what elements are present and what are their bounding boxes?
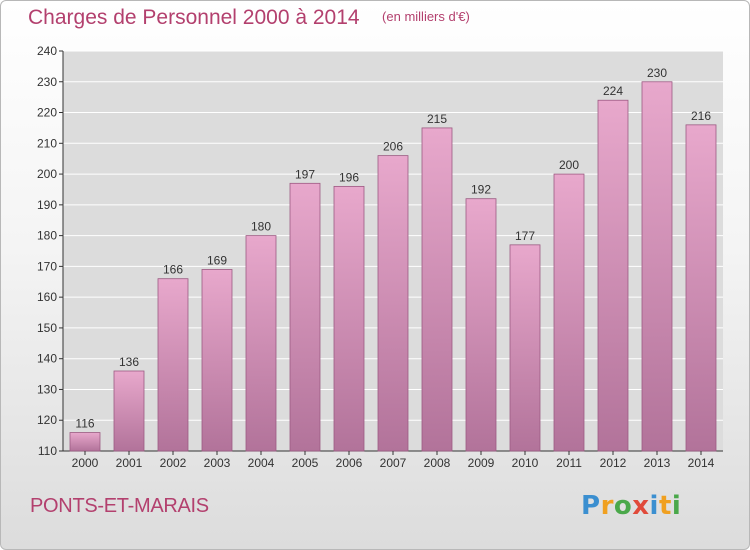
bar-value-label: 216 [691,109,711,123]
bar-value-label: 230 [647,66,667,80]
chart-title: Charges de Personnel 2000 à 2014 [28,6,360,29]
y-tick-label: 210 [37,136,57,150]
bar [201,269,233,452]
bar [641,81,673,452]
logo-letter: o [613,491,633,521]
bar [289,182,321,452]
x-tick-label: 2014 [688,456,715,470]
x-tick-label: 2011 [556,456,582,470]
x-tick-label: 2008 [424,456,451,470]
bar [465,198,497,452]
x-tick-label: 2000 [72,456,99,470]
y-tick-label: 170 [37,259,57,273]
y-tick-label: 190 [37,198,57,212]
logo-letter: i [649,491,659,521]
bar [377,155,409,452]
bar-value-label: 166 [163,263,183,277]
bar-value-label: 192 [471,183,491,197]
x-tick-label: 2002 [160,456,187,470]
bar-value-label: 136 [119,355,139,369]
bar-value-label: 206 [383,140,403,154]
x-tick-label: 2003 [204,456,231,470]
chart-subtitle: (en milliers d'€) [382,9,470,24]
chart-title-row: Charges de Personnel 2000 à 2014 (en mil… [28,6,470,30]
bar-value-label: 200 [559,158,579,172]
bar [421,127,453,452]
bar-value-label: 196 [339,170,359,184]
x-tick-label: 2013 [644,456,671,470]
bar [113,370,145,452]
y-tick-label: 130 [37,382,57,396]
y-tick-label: 180 [37,229,57,243]
bar [69,432,101,452]
bar-value-label: 177 [515,229,535,243]
logo-letter: t [658,491,672,521]
x-tick-label: 2001 [116,456,143,470]
logo-letter: x [632,491,650,521]
bar [597,99,629,452]
x-tick-label: 2010 [512,456,539,470]
bar-value-label: 169 [207,253,227,267]
commune-name: PONTS-ET-MARAIS [30,495,209,517]
y-tick-label: 110 [38,444,57,458]
bar-value-label: 180 [251,220,271,234]
x-tick-label: 2006 [336,456,363,470]
bar-value-label: 116 [75,417,94,431]
x-tick-label: 2005 [292,456,319,470]
y-tick-label: 160 [37,290,57,304]
bar [157,278,189,452]
x-tick-label: 2012 [600,456,627,470]
y-tick-label: 220 [37,106,57,120]
logo-letter: P [581,491,601,521]
x-tick-label: 2009 [468,456,495,470]
x-tick-label: 2007 [380,456,407,470]
logo-letter: i [671,491,682,521]
bar [553,173,585,452]
proxiti-logo: Proxiti [581,491,681,521]
bar [333,185,365,452]
x-tick-label: 2004 [248,456,275,470]
bar [245,235,277,452]
y-tick-label: 240 [37,44,57,58]
bar [685,124,717,452]
y-tick-label: 200 [37,167,57,181]
y-tick-label: 140 [37,352,57,366]
bar [509,244,541,452]
y-tick-label: 230 [37,75,57,89]
bar-value-label: 215 [427,112,447,126]
bar-value-label: 197 [295,167,315,181]
y-tick-label: 120 [37,413,57,427]
y-tick-label: 150 [37,321,57,335]
bar-value-label: 224 [603,84,623,98]
logo-letter: r [600,491,614,521]
